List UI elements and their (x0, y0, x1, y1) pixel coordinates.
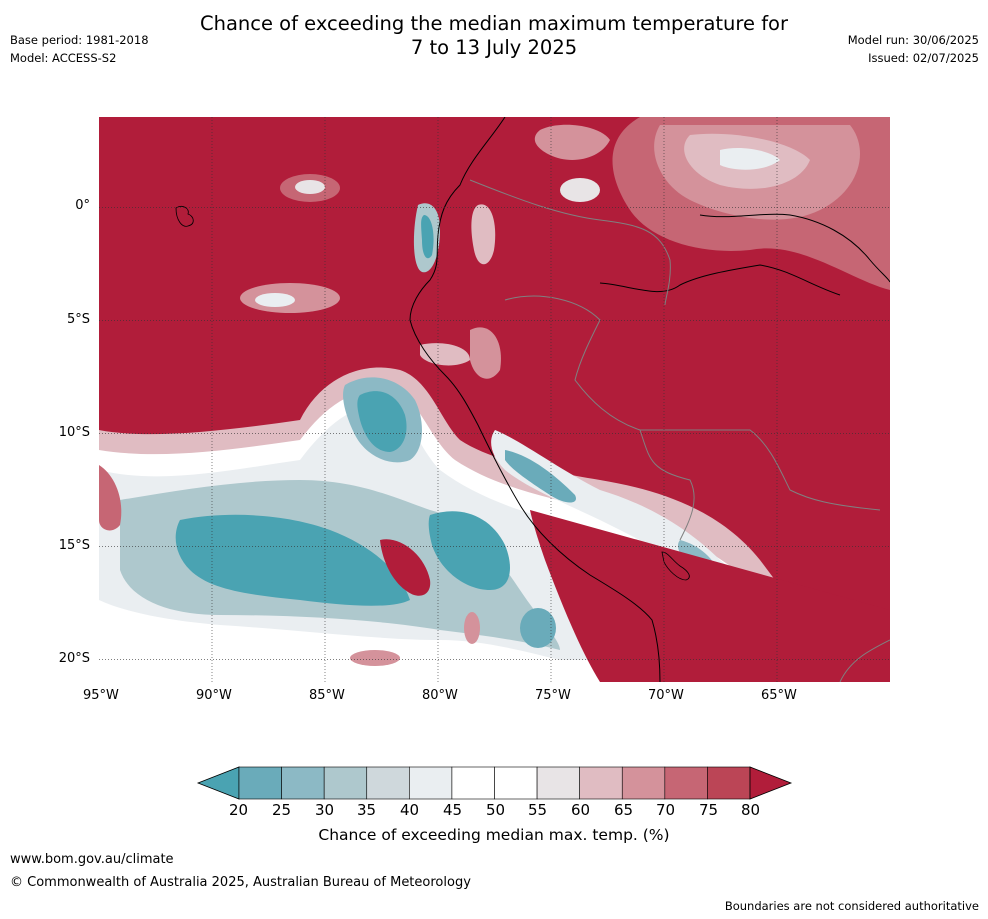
colorbar-tick: 20 (229, 801, 249, 819)
country-borders (469, 179, 890, 682)
field-southern-band-core-2 (428, 511, 510, 590)
colorbar-tick: 75 (699, 801, 719, 819)
lon-tick: 65°W (761, 688, 797, 703)
lon-tick: 70°W (648, 688, 684, 703)
field-southern-spot (520, 608, 556, 648)
meta-left: Base period: 1981-2018 Model: ACCESS-S2 (10, 31, 149, 67)
colorbar-tick: 30 (315, 801, 335, 819)
field-ne-region-white (720, 148, 780, 170)
lon-tick: 80°W (422, 688, 458, 703)
colorbar-tick: 55 (528, 801, 548, 819)
field-ecuador-strip-core (421, 215, 434, 259)
colorbar-extend-low (196, 766, 240, 800)
colorbar-tick: 50 (486, 801, 506, 819)
lake-titicaca (661, 551, 690, 581)
colorbar-segment (238, 766, 282, 800)
field-red-pocket-1 (380, 539, 431, 596)
title-line-1: Chance of exceeding the median maximum t… (199, 12, 789, 35)
temperature-probability-field (99, 117, 890, 682)
meta-right: Model run: 30/06/2025 Issued: 02/07/2025 (848, 31, 979, 67)
colorbar-segment (621, 766, 666, 800)
colorbar-segment (707, 766, 751, 800)
field-southern-pink-spot (464, 612, 480, 644)
field-southern-band-core-1 (175, 514, 410, 606)
colorbar (196, 766, 793, 800)
field-peru-offshore-core-inner (357, 391, 407, 452)
issued-date: Issued: 02/07/2025 (868, 51, 979, 65)
field-peru-coast-2 (470, 327, 501, 379)
title-line-2: 7 to 13 July 2025 (410, 36, 578, 59)
lat-tick: 10°S (58, 425, 90, 440)
lat-tick: 5°S (66, 312, 90, 327)
bom-website-link[interactable]: www.bom.gov.au/climate (10, 852, 174, 867)
colorbar-segment (536, 766, 580, 800)
colorbar-tick: 70 (656, 801, 676, 819)
colorbar-segment (664, 766, 708, 800)
field-southern-pink-spot-2 (350, 650, 400, 666)
field-andes-strip-core (505, 450, 576, 503)
lon-tick: 75°W (535, 688, 571, 703)
colorbar-tick: 60 (571, 801, 591, 819)
galapagos-islands (175, 206, 194, 227)
coastline-amazon-mouth (599, 264, 841, 296)
colorbar-segment (366, 766, 410, 800)
field-red-pocket-2 (99, 465, 122, 531)
model-run: Model run: 30/06/2025 (847, 33, 979, 47)
colorbar-tick: 35 (357, 801, 377, 819)
colorbar-extend-high (749, 766, 793, 800)
boundaries-disclaimer: Boundaries are not considered authoritat… (724, 899, 979, 913)
lat-tick: 20°S (58, 651, 90, 666)
map-gridlines (99, 117, 890, 682)
colorbar-tick: 25 (272, 801, 292, 819)
coastline-caribbean (699, 213, 890, 283)
lat-tick: 0° (75, 198, 90, 213)
map-title: Chance of exceeding the median maximum t… (0, 12, 988, 60)
lon-tick: 95°W (83, 688, 119, 703)
model-name: Model: ACCESS-S2 (10, 51, 117, 65)
field-ne-small (534, 124, 610, 160)
field-pacific-spot-2-core (255, 293, 295, 307)
colorbar-tick: 40 (400, 801, 420, 819)
lat-tick: 15°S (58, 538, 90, 553)
colorbar-segment (451, 766, 495, 800)
copyright-notice: © Commonwealth of Australia 2025, Austra… (10, 875, 471, 890)
colorbar-label: Chance of exceeding median max. temp. (%… (318, 826, 670, 844)
colorbar-segment (409, 766, 453, 800)
field-ne-white-spot (560, 178, 600, 202)
base-period: Base period: 1981-2018 (10, 33, 149, 47)
lon-tick: 85°W (309, 688, 345, 703)
colorbar-segment (281, 766, 325, 800)
coastline-south-america (409, 117, 661, 682)
colorbar-segment (494, 766, 538, 800)
lon-tick: 90°W (196, 688, 232, 703)
field-ecuador-inland (471, 204, 496, 265)
colorbar-tick: 65 (614, 801, 634, 819)
colorbar-tick: 45 (443, 801, 463, 819)
colorbar-segment (579, 766, 623, 800)
field-pacific-spot-1-core (295, 180, 325, 194)
colorbar-segment (323, 766, 368, 800)
field-peru-coast-1 (420, 343, 470, 366)
colorbar-tick: 80 (741, 801, 761, 819)
field-red-pocket-3 (530, 510, 890, 682)
